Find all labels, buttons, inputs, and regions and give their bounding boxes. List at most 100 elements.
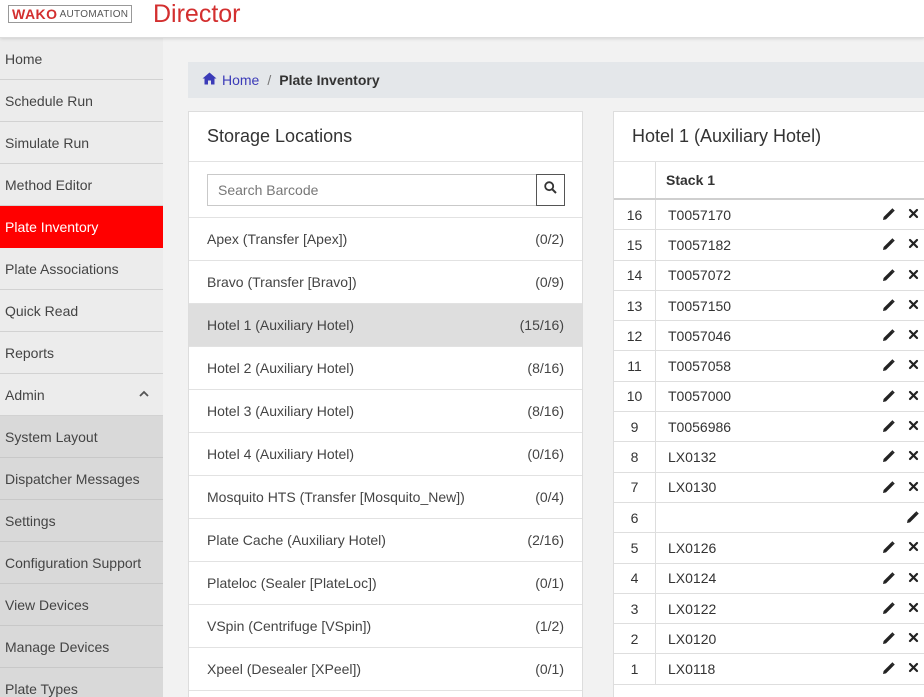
storage-location-row[interactable]: Hotel 3 (Auxiliary Hotel) (8/16) [189, 390, 582, 433]
close-icon[interactable] [908, 359, 919, 370]
pencil-icon[interactable] [882, 632, 895, 645]
sidebar-item-label: Manage Devices [5, 638, 110, 655]
slot-row: 15 T0057182 [614, 230, 924, 261]
close-icon[interactable] [908, 481, 919, 492]
storage-location-row[interactable]: Mosquito HTS (Transfer [Mosquito_New]) (0… [189, 476, 582, 519]
location-occupancy: (0/2) [535, 231, 564, 247]
search-button[interactable] [536, 174, 565, 206]
sidebar-item-configuration-support[interactable]: Configuration Support [0, 542, 163, 584]
slot-row: 14 T0057072 [614, 260, 924, 291]
search-barcode-input[interactable] [207, 174, 537, 206]
pencil-icon[interactable] [882, 541, 895, 554]
plate-barcode: T0057046 [668, 327, 732, 344]
breadcrumb: Home / Plate Inventory [188, 62, 924, 98]
pencil-icon[interactable] [882, 208, 895, 221]
pencil-icon[interactable] [906, 511, 919, 524]
sidebar-item-label: Plate Types [5, 680, 78, 697]
storage-location-row[interactable]: Xpeel (Desealer [XPeel]) (0/1) [189, 648, 582, 691]
slot-number: 9 [614, 412, 656, 442]
sidebar-item-simulate-run[interactable]: Simulate Run [0, 122, 163, 164]
sidebar-item-settings[interactable]: Settings [0, 500, 163, 542]
storage-location-row[interactable]: VSpin (Centrifuge [VSpin]) (1/2) [189, 605, 582, 648]
sidebar-item-label: Schedule Run [5, 92, 93, 109]
sidebar-item-label: System Layout [5, 428, 98, 445]
slot-barcode-cell: T0057000 [656, 382, 924, 411]
slot-barcode-cell [656, 503, 924, 532]
slot-number: 1 [614, 654, 656, 684]
close-icon[interactable] [908, 269, 919, 280]
pencil-icon[interactable] [882, 662, 895, 675]
chevron-up-icon[interactable] [139, 388, 149, 400]
hotel-panel-title: Hotel 1 (Auxiliary Hotel) [614, 112, 924, 162]
location-occupancy: (15/16) [519, 317, 564, 333]
sidebar-item-schedule-run[interactable]: Schedule Run [0, 80, 163, 122]
breadcrumb-home-link[interactable]: Home [202, 72, 259, 88]
slot-row: 2 LX0120 [614, 624, 924, 655]
slot-barcode-cell: T0057072 [656, 261, 924, 290]
storage-location-row[interactable]: Hotel 1 (Auxiliary Hotel) (15/16) [189, 304, 582, 347]
close-icon[interactable] [908, 329, 919, 340]
pencil-icon[interactable] [882, 238, 895, 251]
slot-number: 10 [614, 381, 656, 412]
pencil-icon[interactable] [882, 359, 895, 372]
close-icon[interactable] [908, 602, 919, 613]
pencil-icon[interactable] [882, 390, 895, 403]
slot-number: 5 [614, 533, 656, 563]
close-icon[interactable] [908, 450, 919, 461]
plate-barcode: LX0126 [668, 539, 717, 556]
slot-barcode-cell: LX0120 [656, 624, 924, 653]
sidebar-item-admin[interactable]: Admin [0, 374, 163, 416]
close-icon[interactable] [908, 632, 919, 643]
pencil-icon[interactable] [882, 329, 895, 342]
sidebar-item-plate-inventory[interactable]: Plate Inventory [0, 206, 163, 248]
close-icon[interactable] [908, 662, 919, 673]
pencil-icon[interactable] [882, 480, 895, 494]
storage-locations-panel: Storage Locations Apex (Transfer [Apex])… [188, 111, 583, 697]
close-icon[interactable] [908, 299, 919, 310]
slot-column-header [614, 162, 656, 198]
sidebar-item-view-devices[interactable]: View Devices [0, 584, 163, 626]
slot-row: 10 T0057000 [614, 381, 924, 413]
sidebar-item-method-editor[interactable]: Method Editor [0, 164, 163, 206]
pencil-icon[interactable] [882, 602, 895, 615]
close-icon[interactable] [908, 238, 919, 249]
slot-barcode-cell: LX0122 [656, 594, 924, 623]
sidebar-item-plate-associations[interactable]: Plate Associations [0, 248, 163, 290]
storage-location-row[interactable]: Hotel 2 (Auxiliary Hotel) (8/16) [189, 347, 582, 390]
company-logo: WAKO AUTOMATION [8, 5, 133, 23]
slot-row: 13 T0057150 [614, 290, 924, 322]
hotel-detail-panel: Hotel 1 (Auxiliary Hotel) Stack 1 16 T005… [613, 111, 924, 697]
sidebar-item-home[interactable]: Home [0, 38, 163, 80]
plate-barcode: LX0122 [668, 600, 717, 617]
location-occupancy: (8/16) [527, 360, 564, 376]
sidebar-item-system-layout[interactable]: System Layout [0, 416, 163, 458]
close-icon[interactable] [908, 208, 919, 219]
close-icon[interactable] [908, 420, 919, 431]
slot-barcode-cell: T0057182 [656, 230, 924, 259]
sidebar-item-reports[interactable]: Reports [0, 332, 163, 374]
sidebar-item-label: Simulate Run [5, 134, 90, 151]
sidebar-item-manage-devices[interactable]: Manage Devices [0, 626, 163, 668]
pencil-icon[interactable] [882, 268, 895, 282]
storage-location-row[interactable]: Apex (Transfer [Apex]) (0/2) [189, 218, 582, 261]
storage-location-row[interactable]: Plateloc (Sealer [PlateLoc]) (0/1) [189, 562, 582, 605]
pencil-icon[interactable] [882, 571, 895, 585]
close-icon[interactable] [908, 572, 919, 583]
pencil-icon[interactable] [882, 299, 895, 312]
close-icon[interactable] [908, 541, 919, 552]
slot-number: 15 [614, 230, 656, 260]
pencil-icon[interactable] [882, 450, 895, 463]
pencil-icon[interactable] [882, 420, 895, 433]
close-icon[interactable] [908, 390, 919, 401]
storage-location-row[interactable]: Plate Cache (Auxiliary Hotel) (2/16) [189, 519, 582, 562]
storage-location-row[interactable]: Bravo (Transfer [Bravo]) (0/9) [189, 261, 582, 304]
storage-location-row[interactable]: Hotel 4 (Auxiliary Hotel) (0/16) [189, 433, 582, 476]
slot-row: 6 [614, 502, 924, 534]
sidebar-item-plate-types[interactable]: Plate Types [0, 668, 163, 697]
sidebar-item-dispatcher-messages[interactable]: Dispatcher Messages [0, 458, 163, 500]
barcode-search [189, 162, 582, 218]
slot-number: 2 [614, 624, 656, 654]
plate-barcode: LX0130 [668, 479, 717, 496]
sidebar-item-quick-read[interactable]: Quick Read [0, 290, 163, 332]
sidebar-item-label: Quick Read [5, 302, 79, 319]
